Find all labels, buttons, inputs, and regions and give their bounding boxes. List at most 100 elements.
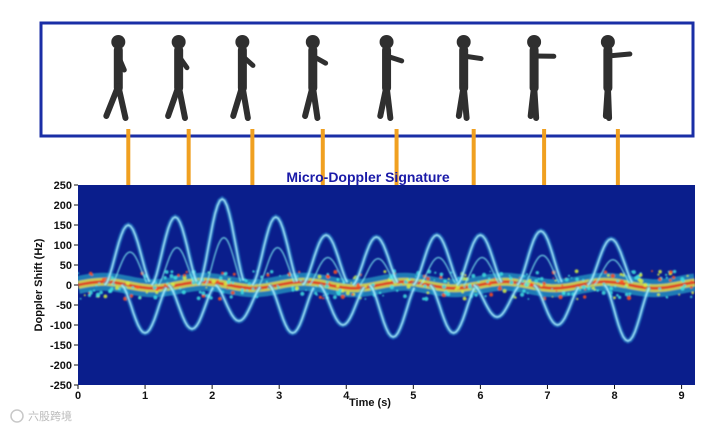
signal-speckle [79,297,82,300]
signal-speckle [98,282,101,285]
x-axis-label: Time (s) [349,397,391,409]
signal-speckle [177,273,180,277]
signal-speckle [232,272,236,276]
limb-lobe-positive [352,236,399,286]
signal-speckle [616,294,619,297]
signal-speckle [383,270,387,274]
signal-speckle [672,269,677,274]
signal-speckle [183,273,186,277]
walking-figure [600,35,633,121]
figure-arm [605,51,633,59]
signal-speckle [335,290,339,293]
signal-speckle [567,292,571,296]
signal-speckle [439,275,443,279]
x-tick-label: 8 [611,390,617,402]
signal-speckle [351,293,354,296]
figure-head [305,35,320,49]
signal-speckle [626,295,632,301]
signal-speckle [364,285,367,288]
x-tick-label: 3 [276,390,282,402]
figure-head [527,35,542,49]
signal-speckle [218,297,222,301]
signal-speckle [378,291,382,295]
signal-speckle [103,294,108,299]
signal-speckle [173,275,178,280]
signal-speckle [322,297,325,300]
signal-speckle [602,282,606,286]
signal-speckle [434,271,437,274]
x-tick-label: 2 [209,390,215,402]
signal-speckle [564,277,569,282]
signal-speckle [540,277,544,281]
signal-speckle [551,296,554,298]
signal-speckle [554,279,557,282]
signal-speckle [251,287,255,291]
figure-arm [176,53,190,71]
signal-speckle [593,286,595,289]
signal-speckle [423,284,427,288]
x-tick-label: 1 [142,390,148,402]
signal-speckle [528,278,532,283]
signal-speckle [108,289,112,294]
walking-figure [230,35,256,121]
signal-speckle [489,270,492,273]
signal-speckle [221,271,224,275]
signal-speckle [207,271,210,274]
signal-speckle [83,294,86,297]
figure-arm [239,53,256,68]
watermark-logo-icon [10,409,24,423]
signal-speckle [575,277,579,282]
signal-speckle [613,296,616,300]
limb-lobe-inner [419,256,456,286]
signal-speckle [540,284,543,287]
signal-speckle [97,294,100,297]
signal-speckle [340,294,345,299]
x-tick-label: 4 [343,390,350,402]
signal-speckle [634,275,639,280]
signal-speckle [216,280,219,283]
signal-speckle [658,287,662,291]
limb-lobe-positive [516,230,563,286]
signal-speckle [509,276,513,280]
signal-speckle [406,284,411,289]
signal-speckle [299,279,302,282]
signal-speckle [581,285,587,290]
signal-speckle [638,273,643,277]
signal-speckle [526,292,529,295]
y-tick-label: 0 [66,280,72,292]
frame-connectors [126,129,620,187]
limb-lobe-positive [251,216,298,286]
y-tick-label: -250 [50,380,72,392]
signal-speckle [240,288,244,292]
signal-speckle [447,281,450,284]
limb-lobe-positive [104,224,151,286]
watermark-text: 六股跨境 [28,409,72,423]
walking-figure [455,35,484,121]
signal-speckle [631,270,634,273]
limb-lobe-inner [157,246,195,286]
signal-speckle [101,277,106,282]
x-tick-label: 6 [477,390,483,402]
signal-speckle [89,271,93,276]
y-tick-label: 50 [60,260,72,272]
signal-speckle [669,278,672,282]
signal-speckle [389,285,394,290]
y-axis-label: Doppler Shift (Hz) [33,238,45,331]
figure-arm [115,53,127,73]
spectrogram-signal [78,195,695,344]
signal-speckle [166,281,169,285]
signal-speckle [447,277,450,280]
signal-speckle [125,281,130,286]
figure-arm [461,53,484,62]
signal-speckle [484,295,487,298]
signal-speckle [305,289,307,292]
figure-head [235,35,250,49]
signal-speckle [558,295,563,300]
figure-head [456,35,471,49]
signal-speckle [658,277,662,282]
signal-speckle [115,286,119,290]
signal-speckle [333,295,337,300]
signal-speckle [279,274,281,277]
signal-speckle [163,276,167,280]
signal-speckle [534,279,539,283]
